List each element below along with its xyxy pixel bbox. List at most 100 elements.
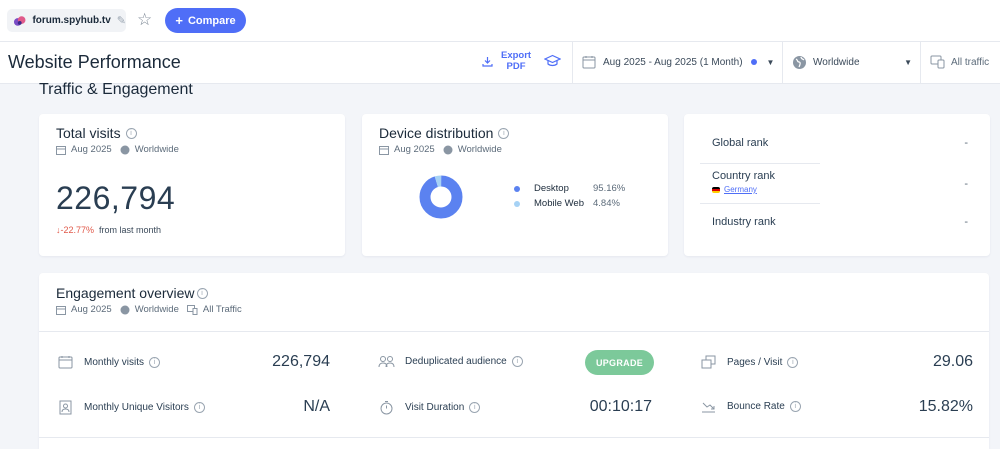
header-divider — [920, 42, 921, 84]
site-chip[interactable]: forum.spyhub.tv ✎ — [7, 9, 126, 32]
rank-divider — [700, 203, 820, 204]
date-indicator-dot — [750, 59, 757, 65]
user-id-icon — [56, 400, 74, 415]
metric-visit-duration: Visit Duration i — [377, 400, 481, 415]
bounce-label: Bounce Rate — [727, 401, 785, 412]
metric-bounce-rate: Bounce Rate i — [699, 400, 801, 413]
site-favicon-icon — [13, 15, 26, 26]
info-icon[interactable]: i — [469, 402, 481, 413]
info-icon[interactable]: i — [149, 356, 161, 368]
info-icon[interactable]: i — [511, 356, 523, 367]
total-visits-title: Total visits — [56, 125, 121, 141]
unique-label: Monthly Unique Visitors — [84, 402, 189, 413]
geo-selector[interactable]: Worldwide ▼ — [792, 55, 912, 70]
monthly-visits-label: Monthly visits — [84, 356, 145, 368]
info-icon[interactable]: i — [193, 402, 205, 413]
traffic-value: All traffic — [951, 56, 990, 68]
legend-item-desktop: Desktop 95.16% — [514, 181, 625, 196]
stopwatch-icon — [377, 400, 395, 415]
legend-swatch-mobile — [514, 200, 520, 207]
info-icon[interactable]: i — [787, 356, 799, 368]
duration-label: Visit Duration — [405, 402, 465, 413]
legend-name-desktop: Desktop — [534, 183, 569, 194]
plus-icon: + — [175, 13, 183, 28]
metric-pages-per-visit: Pages / Visit i — [699, 355, 799, 369]
total-visits-date: Aug 2025 — [71, 144, 112, 155]
devices-icon — [186, 304, 198, 315]
info-icon[interactable]: i — [125, 127, 137, 139]
legend-swatch-desktop — [514, 185, 520, 192]
country-rank-value: - — [964, 178, 968, 190]
donut-slice-1 — [419, 175, 463, 219]
rank-divider — [700, 163, 820, 164]
engagement-divider — [39, 437, 989, 438]
chevron-down-icon: ▼ — [904, 58, 912, 67]
users-icon — [377, 355, 395, 368]
legend-name-mobile: Mobile Web — [534, 198, 584, 209]
industry-rank-value: - — [964, 216, 968, 228]
globe-icon — [443, 145, 453, 155]
graduation-cap-icon[interactable] — [544, 54, 561, 68]
global-rank-row: Global rank - — [712, 137, 968, 149]
top-bar: forum.spyhub.tv ✎ ☆ + Compare — [0, 0, 1000, 42]
donut-slice-0 — [419, 175, 463, 219]
date-range-selector[interactable]: Aug 2025 - Aug 2025 (1 Month) ▼ — [582, 55, 774, 69]
industry-rank-label: Industry rank — [712, 216, 776, 228]
export-label-line2: PDF — [506, 61, 526, 72]
global-rank-value: - — [964, 137, 968, 149]
upgrade-button[interactable]: UPGRADE — [585, 350, 654, 375]
germany-flag-icon — [712, 186, 720, 193]
devices-icon — [930, 55, 945, 69]
metric-monthly-visits: Monthly visits i — [56, 355, 161, 369]
edit-pencil-icon[interactable]: ✎ — [116, 15, 126, 27]
monthly-visits-value: 226,794 — [272, 353, 330, 370]
info-icon[interactable]: i — [196, 287, 208, 299]
calendar-icon — [56, 355, 74, 369]
industry-rank-row: Industry rank - — [712, 216, 968, 228]
pages-icon — [699, 355, 717, 369]
duration-value: 00:10:17 — [589, 398, 652, 415]
download-icon — [482, 56, 493, 67]
header-divider — [782, 42, 783, 84]
favorite-star-icon[interactable]: ☆ — [137, 10, 153, 29]
export-pdf-button[interactable]: Export PDF — [482, 50, 531, 72]
change-suffix: from last month — [99, 225, 162, 235]
engagement-traffic: All Traffic — [202, 304, 242, 315]
bounce-arrow-icon — [699, 400, 717, 413]
calendar-icon — [56, 145, 66, 155]
device-geo: Worldwide — [457, 144, 502, 155]
site-domain: forum.spyhub.tv — [32, 15, 111, 26]
date-range-value: Aug 2025 - Aug 2025 (1 Month) — [603, 56, 743, 68]
globe-icon — [120, 305, 130, 315]
pages-value: 29.06 — [932, 353, 973, 370]
device-distribution-card: Device distribution i Aug 2025 Worldwide — [362, 114, 668, 256]
engagement-title: Engagement overview — [56, 285, 195, 301]
compare-label: Compare — [187, 14, 236, 27]
country-rank-label: Country rank — [712, 170, 775, 182]
global-rank-label: Global rank — [712, 137, 769, 149]
engagement-geo: Worldwide — [134, 304, 179, 315]
unique-value: N/A — [303, 398, 330, 415]
geo-value: Worldwide — [813, 57, 860, 68]
bounce-value: 15.82% — [918, 398, 973, 415]
section-title: Traffic & Engagement — [39, 81, 193, 98]
calendar-icon — [56, 305, 66, 315]
ranks-card: Global rank - Country rank - Germany Ind… — [684, 114, 990, 256]
device-date: Aug 2025 — [394, 144, 435, 155]
country-link[interactable]: Germany — [724, 185, 757, 194]
legend-value-mobile: 4.84% — [593, 198, 620, 209]
chevron-down-icon: ▼ — [766, 57, 775, 67]
globe-icon — [120, 145, 130, 155]
page-header: Website Performance Export PDF Aug 2025 -… — [0, 42, 1000, 84]
device-legend: Desktop 95.16% Mobile Web 4.84% — [514, 181, 625, 211]
traffic-type-selector[interactable]: All traffic — [930, 55, 989, 69]
dedup-label: Deduplicated audience — [405, 356, 507, 367]
total-visits-geo: Worldwide — [134, 144, 179, 155]
device-distribution-title: Device distribution — [379, 125, 494, 141]
total-visits-value: 226,794 — [56, 180, 176, 216]
compare-button[interactable]: + Compare — [165, 8, 246, 33]
info-icon[interactable]: i — [498, 127, 510, 139]
export-label-line1: Export — [501, 50, 532, 61]
info-icon[interactable]: i — [789, 401, 801, 412]
page-title: Website Performance — [8, 52, 181, 72]
